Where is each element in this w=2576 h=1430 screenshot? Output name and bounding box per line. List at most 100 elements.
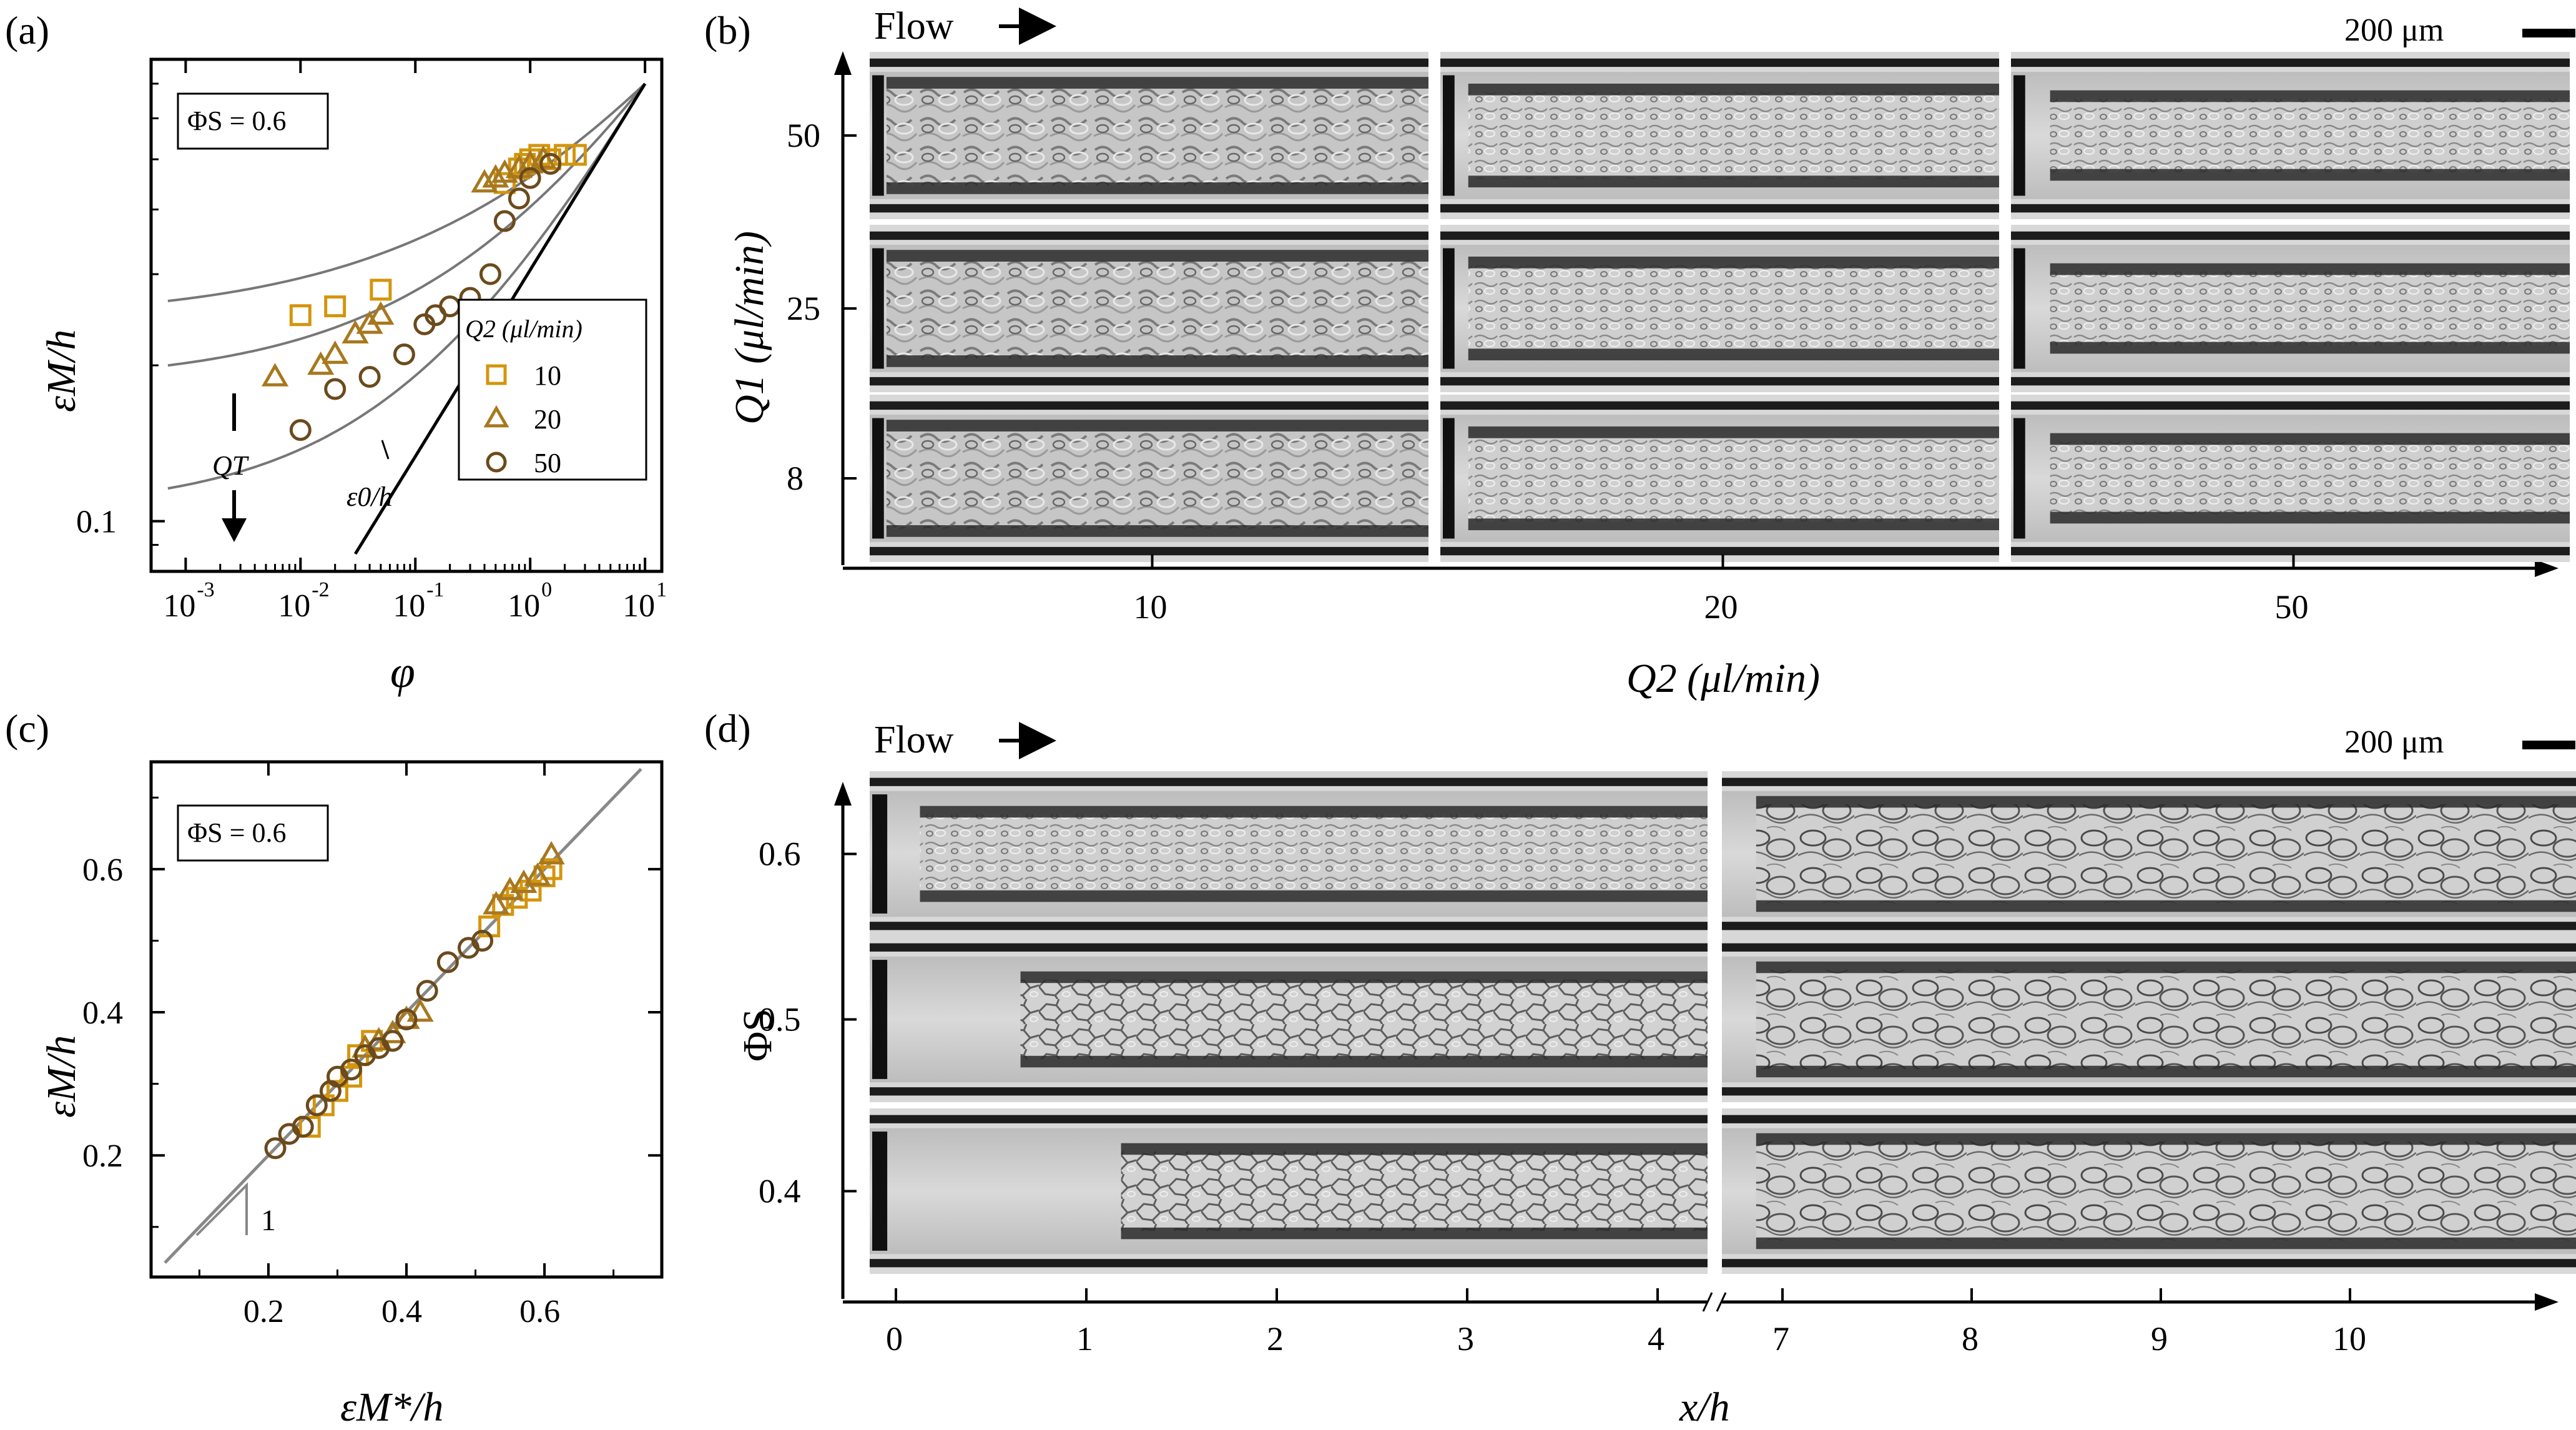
channel-wall-top [870, 943, 1708, 952]
point-triangle [471, 169, 498, 193]
point-square [370, 279, 392, 301]
x-axis-arrow-b [2535, 560, 2559, 577]
point-triangle [482, 164, 509, 188]
jet-boundary-bottom [920, 890, 1708, 902]
point-circle [416, 980, 438, 1002]
point-circle [340, 1058, 363, 1081]
y-tick-label: 0.1 [76, 505, 117, 540]
x-tick-exponent: 1 [656, 578, 667, 601]
point-triangle [406, 998, 434, 1022]
y-tick-label: 0.6 [82, 852, 123, 888]
x-tick-label: 10 [508, 588, 540, 624]
y-tick-label: 0.5 [759, 1001, 801, 1038]
legend-marker-square [486, 364, 507, 385]
channel-wall-bottom [870, 1259, 1708, 1268]
channel-wall-bottom [1440, 204, 1999, 213]
nozzle [1443, 75, 1455, 196]
point-triangle [538, 841, 565, 865]
channel-wall-top [1722, 943, 2576, 952]
nozzle [872, 794, 888, 914]
point-square [326, 1080, 348, 1102]
nozzle [872, 1132, 888, 1251]
legend-label: 20 [534, 404, 561, 435]
channel-wall-top [1440, 58, 1999, 67]
x-tick-label: 1 [1076, 1320, 1093, 1358]
channel-wall-bottom [2011, 546, 2570, 556]
jet-boundary-bottom [886, 182, 1428, 194]
y-tick-label: 0.2 [82, 1138, 123, 1174]
x-tick-label: 0.6 [519, 1294, 560, 1329]
channel-wall-bottom [2011, 377, 2570, 386]
channel-wall-bottom [1440, 546, 1999, 556]
nozzle [2013, 418, 2025, 539]
point-square [564, 144, 587, 166]
curve-label-a: ε0/h [347, 481, 393, 512]
jet-texture [1756, 804, 2576, 904]
scale-bar-label-d: 200 μm [2344, 724, 2444, 760]
x-tick-label: 8 [1962, 1320, 1979, 1358]
image-cell-right [1722, 937, 2576, 1102]
jet-texture [886, 428, 1428, 529]
image-cell [870, 395, 1428, 562]
legend-marker-circle [486, 451, 507, 473]
x-tick-label: 2 [1267, 1320, 1284, 1358]
xlabel-a: φ [390, 647, 415, 697]
y-tick-label: 50 [787, 117, 820, 154]
nozzle [1443, 248, 1455, 369]
point-circle [292, 1115, 314, 1138]
fit-curve-50 [167, 82, 646, 490]
y-tick-label: 0.4 [82, 995, 123, 1031]
x-tick-label: 10 [622, 588, 655, 624]
point-circle [381, 1030, 404, 1052]
scale-bar-d [2522, 741, 2575, 749]
legend-label: 50 [534, 448, 561, 478]
panel-label-a: (a) [5, 8, 49, 52]
image-cell-left [870, 771, 1708, 937]
point-circle [471, 929, 494, 952]
panel-label-d: (d) [704, 706, 751, 751]
x-tick-label: 0.2 [243, 1294, 284, 1329]
jet-boundary-top [1756, 796, 2576, 808]
jet-boundary-bottom [1468, 348, 1999, 361]
jet-boundary-bottom [2050, 511, 2570, 524]
x-tick-label: 10 [2333, 1320, 2366, 1358]
image-cell-left [870, 1108, 1708, 1274]
channel-wall-bottom [870, 1087, 1708, 1096]
image-cell [1440, 225, 1999, 392]
channel-wall-top [1440, 401, 1999, 410]
image-cell [2011, 52, 2570, 219]
y-axis-arrow-d [834, 782, 852, 806]
x-tick-label: 10 [163, 588, 195, 624]
ylabel-b: Q1 (μl/min) [727, 231, 772, 425]
x-tick-label: 10 [393, 588, 425, 624]
channel-wall-bottom [870, 546, 1428, 556]
jet-texture [886, 85, 1428, 186]
y-axis-arrow-b [834, 51, 852, 75]
x-tick-exponent: -2 [312, 578, 329, 601]
jet-boundary-top [2050, 263, 2570, 275]
jet-boundary-bottom [1756, 900, 2576, 912]
y-tick-label: 25 [787, 290, 820, 327]
channel-wall-top [1722, 1115, 2576, 1123]
plot-frame-a [149, 57, 664, 573]
jet-boundary-top [886, 420, 1428, 431]
nozzle [872, 418, 884, 539]
jet-boundary-top [2050, 433, 2570, 445]
jet-boundary-bottom [1468, 518, 1999, 531]
jet-boundary-bottom [1121, 1227, 1708, 1240]
slope-label: 1 [261, 1204, 276, 1237]
x-tick-label: 10 [278, 588, 310, 624]
y-tick-label: 0.4 [759, 1173, 801, 1210]
image-cell [2011, 225, 2570, 392]
x-tick-label: 7 [1772, 1320, 1789, 1358]
point-circle [289, 419, 312, 441]
xlabel-d: x/h [1679, 1384, 1730, 1430]
qt-arrow-head [222, 518, 247, 542]
jet-boundary-bottom [1020, 1055, 1708, 1068]
channel-wall-top [1722, 777, 2576, 786]
x-tick-label: 3 [1457, 1320, 1474, 1358]
panel-b-image-grid: Flow 200 μm 50 25 8 10 20 50 Q1 (μl/min) Q2 (… [727, 5, 2575, 701]
x-tick-exponent: -3 [197, 578, 214, 601]
panel-label-b: (b) [704, 8, 751, 52]
point-circle [358, 366, 381, 388]
